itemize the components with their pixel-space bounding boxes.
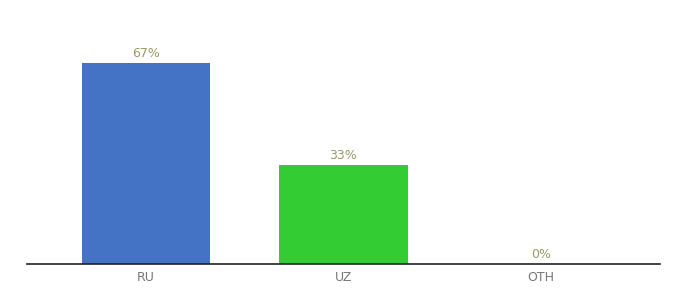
Bar bbox=[82, 63, 210, 264]
Text: 0%: 0% bbox=[531, 248, 551, 261]
Bar bbox=[279, 165, 407, 264]
Text: 67%: 67% bbox=[132, 47, 160, 60]
Text: 33%: 33% bbox=[330, 149, 357, 162]
